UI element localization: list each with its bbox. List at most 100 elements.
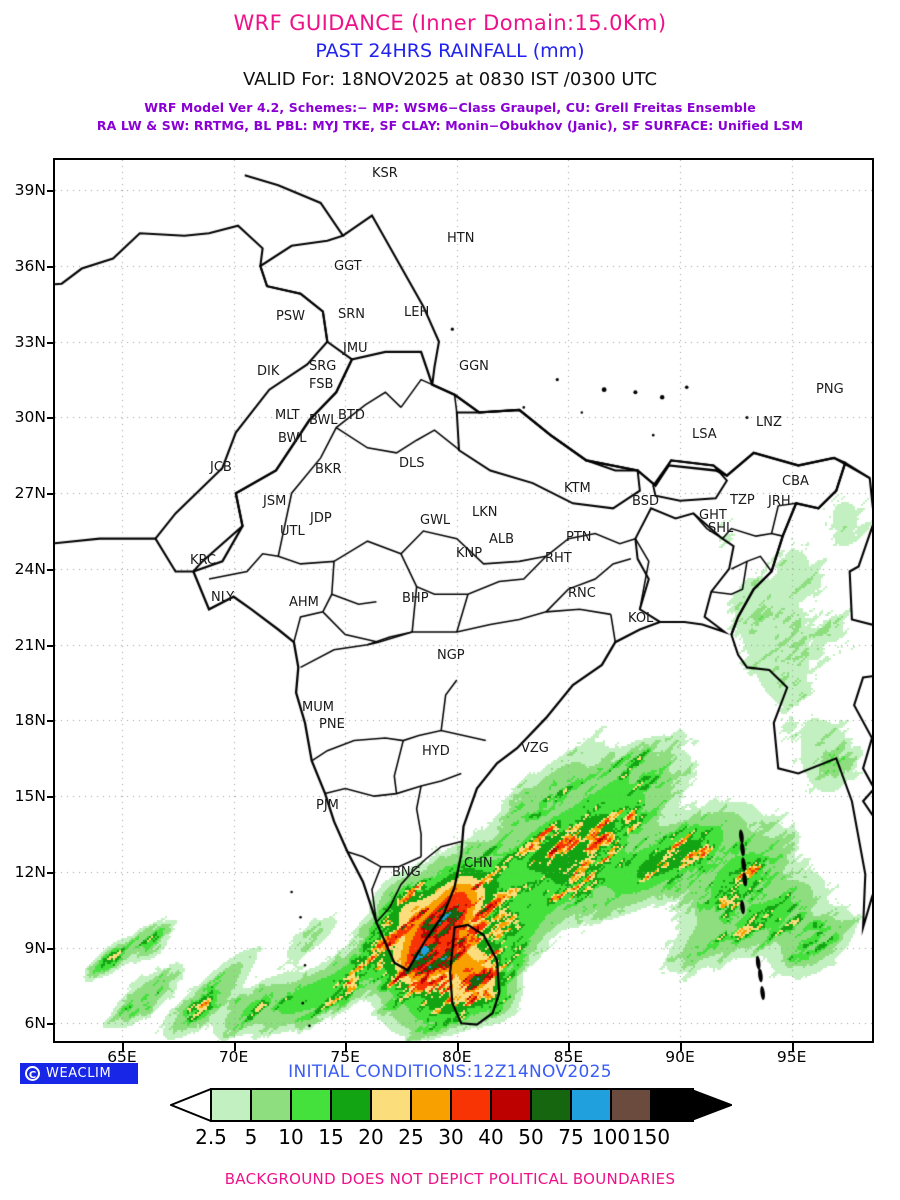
y-axis-tick-label: 6N	[24, 1014, 46, 1033]
station-label: KRC	[190, 553, 216, 568]
copyright-icon: C	[25, 1066, 40, 1081]
station-label: GHT	[699, 508, 727, 523]
y-axis-tick-mark	[47, 190, 55, 193]
station-label: LKN	[472, 505, 498, 520]
station-label: JDP	[310, 511, 332, 526]
colorbar-cell	[372, 1090, 412, 1120]
y-axis-tick-mark	[47, 1023, 55, 1026]
y-axis-tick-label: 27N	[14, 484, 46, 503]
colorbar-tick-label: 40	[478, 1125, 504, 1149]
station-label: BWL	[309, 413, 338, 428]
x-axis-tick-label: 65E	[107, 1048, 137, 1066]
colorbar-tick-label: 75	[558, 1125, 584, 1149]
station-label: BNG	[392, 865, 421, 880]
colorbar-under-arrow	[170, 1088, 212, 1122]
y-axis-tick-label: 18N	[14, 711, 46, 730]
station-label: PJM	[316, 798, 339, 813]
station-label: NLY	[211, 590, 235, 605]
x-axis-tick-label: 80E	[442, 1048, 472, 1066]
colorbar-cell	[572, 1090, 612, 1120]
colorbar-tick-label: 30	[438, 1125, 464, 1149]
y-axis-tick-label: 39N	[14, 181, 46, 200]
colorbar-tick-label: 50	[518, 1125, 544, 1149]
colorbar-tick-label: 150	[631, 1125, 671, 1149]
rainfall-colorbar: 2.5 5 10 15 20 25 30 40 50 75 100 150	[0, 1088, 900, 1151]
colorbar-tick-label: 15	[318, 1125, 344, 1149]
colorbar-cell	[612, 1090, 652, 1120]
station-label: ALB	[489, 532, 515, 547]
y-axis-tick-mark	[47, 417, 55, 420]
station-label: LNZ	[756, 415, 782, 430]
station-label: MUM	[302, 700, 334, 715]
x-axis-tick-mark	[233, 1043, 236, 1051]
y-axis-tick-label: 30N	[14, 408, 46, 427]
station-label: GWL	[420, 513, 451, 528]
rainfall-raster	[55, 160, 872, 1041]
station-label: UTL	[280, 524, 305, 539]
colorbar-tick-labels: 2.5 5 10 15 20 25 30 40 50 75 100 150	[170, 1125, 730, 1151]
station-label: KSR	[372, 166, 398, 181]
x-axis-tick-mark	[791, 1043, 794, 1051]
y-axis-tick-label: 15N	[14, 787, 46, 806]
y-axis-tick-label: 36N	[14, 257, 46, 276]
station-label: CHN	[464, 856, 493, 871]
valid-time-label: VALID For: 18NOV2025 at 0830 IST /0300 U…	[242, 69, 658, 90]
x-axis-tick-label: 95E	[776, 1048, 807, 1066]
y-axis-tick-mark	[47, 493, 55, 496]
page-title: WRF GUIDANCE (Inner Domain:15.0Km)	[233, 11, 667, 35]
x-axis-tick-label: 85E	[553, 1048, 584, 1066]
y-axis-tick-mark	[47, 568, 55, 571]
station-label: RHT	[545, 551, 572, 566]
y-axis-tick-label: 21N	[14, 635, 46, 654]
station-label: CBA	[782, 474, 809, 489]
x-axis-tick-label: 70E	[218, 1048, 249, 1066]
station-label: PTN	[566, 530, 592, 545]
station-label: LEH	[404, 305, 430, 320]
weaclim-label: WEACLIM	[46, 1066, 112, 1081]
colorbar-tick-label: 2.5	[195, 1125, 227, 1149]
colorbar-tick-label: 100	[591, 1125, 631, 1149]
station-label: LSA	[692, 427, 717, 442]
station-label: BHP	[402, 591, 429, 606]
y-axis-tick-mark	[47, 796, 55, 799]
x-axis-tick-mark	[568, 1043, 571, 1051]
station-label: KOL	[628, 611, 654, 626]
station-label: JSM	[263, 494, 287, 509]
colorbar-swatches	[210, 1088, 694, 1122]
station-label: JCB	[210, 460, 232, 475]
station-label: PNG	[816, 382, 844, 397]
colorbar-cell	[652, 1090, 692, 1120]
rainfall-map-plot: KSR HTN GGT PSW SRN LEH JMU DIK SRG FSB GGN PNG MLT B…	[53, 158, 874, 1043]
station-label: BTD	[338, 408, 365, 423]
y-axis-tick-mark	[47, 341, 55, 344]
weaclim-watermark: C WEACLIM	[20, 1063, 138, 1084]
colorbar-cell	[452, 1090, 492, 1120]
station-label: GGT	[334, 259, 362, 274]
station-label: BKR	[315, 462, 342, 477]
station-label: VZG	[521, 741, 549, 756]
colorbar-over-arrow	[688, 1088, 732, 1122]
station-label: JRH	[768, 494, 791, 509]
disclaimer-note: BACKGROUND DOES NOT DEPICT POLITICAL BOU…	[224, 1170, 676, 1188]
colorbar-tick-label: 25	[398, 1125, 424, 1149]
model-schemes-line-2: RA LW & SW: RRTMG, BL PBL: MYJ TKE, SF C…	[96, 118, 804, 133]
page-subtitle: PAST 24HRS RAINFALL (mm)	[315, 40, 585, 62]
initial-conditions-label: INITIAL CONDITIONS:12Z14NOV2025	[288, 1062, 612, 1082]
station-label: NGP	[437, 648, 465, 663]
station-label: KTM	[564, 481, 591, 496]
station-label: KNP	[456, 546, 483, 561]
y-axis-tick-mark	[47, 266, 55, 269]
station-label: DLS	[399, 456, 425, 471]
station-label: BSD	[632, 494, 659, 509]
station-label: BWL	[278, 431, 307, 446]
y-axis-tick-mark	[47, 947, 55, 950]
colorbar-cell	[412, 1090, 452, 1120]
y-axis-tick-label: 24N	[14, 559, 46, 578]
station-label: HTN	[447, 231, 475, 246]
station-label: TZP	[730, 493, 755, 508]
y-axis-tick-mark	[47, 644, 55, 647]
y-axis-tick-mark	[47, 871, 55, 874]
station-label: SRN	[338, 307, 366, 322]
colorbar-tick-label: 10	[278, 1125, 304, 1149]
station-label: AHM	[289, 595, 319, 610]
